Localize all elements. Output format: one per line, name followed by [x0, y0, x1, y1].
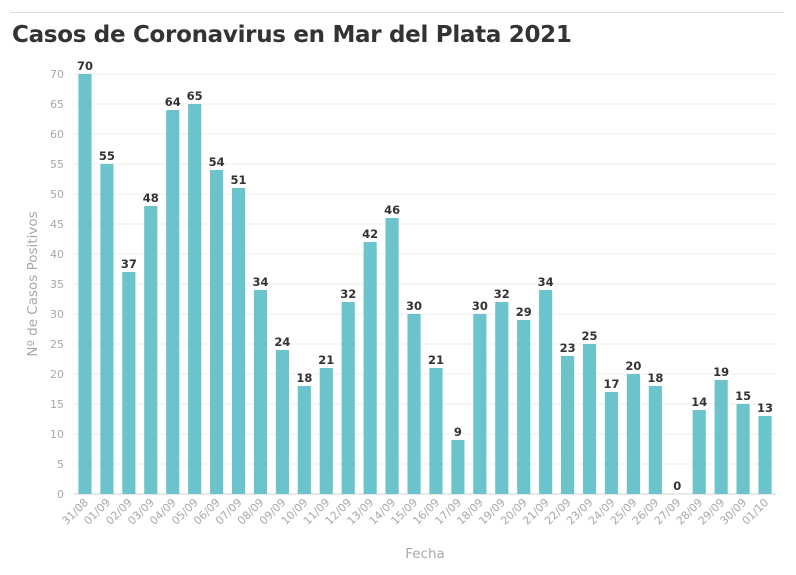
data-label: 18 [296, 371, 312, 385]
y-tick-label: 50 [50, 188, 64, 201]
data-label: 24 [274, 335, 290, 349]
bar [714, 380, 728, 494]
y-tick-label: 55 [50, 158, 64, 171]
data-label: 32 [494, 287, 510, 301]
data-label: 21 [428, 353, 444, 367]
bar [407, 314, 421, 494]
bar [341, 302, 355, 494]
bar [275, 350, 289, 494]
bar [188, 104, 202, 494]
data-label: 70 [77, 59, 93, 73]
data-label: 13 [757, 401, 773, 415]
bar [758, 416, 772, 494]
x-axis-ticks: 31/0801/0902/0903/0904/0905/0906/0907/09… [59, 496, 771, 528]
bar [253, 290, 268, 494]
data-label: 15 [735, 389, 751, 403]
bar [210, 170, 224, 494]
y-tick-label: 10 [50, 428, 64, 441]
bar [122, 272, 136, 494]
bar [736, 404, 750, 494]
bar [451, 440, 465, 494]
bar [473, 314, 487, 494]
data-label: 37 [121, 257, 137, 271]
bar [429, 368, 443, 494]
data-label: 30 [406, 299, 422, 313]
data-label: 51 [231, 173, 247, 187]
data-label: 32 [340, 287, 356, 301]
bar [539, 290, 553, 494]
bar [604, 392, 619, 494]
bar [692, 410, 706, 494]
data-label: 20 [625, 359, 641, 373]
y-tick-label: 40 [50, 248, 64, 261]
bar [495, 302, 509, 494]
y-tick-label: 25 [50, 338, 64, 351]
bar [100, 164, 114, 494]
top-divider [10, 12, 784, 13]
bar [231, 188, 246, 494]
bar [385, 218, 399, 494]
y-axis-title: Nº de Casos Positivos [25, 211, 41, 356]
data-label: 14 [691, 395, 707, 409]
y-tick-label: 45 [50, 218, 64, 231]
data-label: 48 [143, 191, 159, 205]
data-label: 64 [165, 95, 181, 109]
data-label: 18 [647, 371, 663, 385]
data-label: 30 [472, 299, 488, 313]
y-axis-ticks: 0 5 10 15 20 25 30 35 40 45 50 55 60 65 70 [50, 68, 64, 501]
data-label: 0 [673, 479, 681, 493]
data-labels: 70 55 37 48 64 65 54 51 34 24 18 21 32 42 46 30 21 9 30 32 2… [77, 59, 773, 493]
data-label: 9 [454, 425, 462, 439]
data-label: 54 [209, 155, 225, 169]
bar [517, 320, 531, 494]
bar [363, 242, 377, 494]
data-label: 46 [384, 203, 400, 217]
bar [166, 110, 180, 494]
data-label: 23 [560, 341, 576, 355]
data-label: 34 [252, 275, 268, 289]
y-tick-label: 15 [50, 398, 64, 411]
data-label: 42 [362, 227, 378, 241]
data-label: 21 [318, 353, 334, 367]
x-axis-title: Fecha [405, 546, 445, 562]
data-label: 25 [582, 329, 598, 343]
bar [297, 386, 311, 494]
data-label: 19 [713, 365, 729, 379]
y-tick-label: 60 [50, 128, 64, 141]
bar [648, 386, 662, 494]
y-tick-label: 0 [57, 488, 64, 501]
data-label: 17 [603, 377, 619, 391]
y-tick-label: 30 [50, 308, 64, 321]
bar [319, 368, 333, 494]
bars [78, 74, 772, 494]
y-tick-label: 70 [50, 68, 64, 81]
bar [582, 344, 597, 494]
y-tick-label: 65 [50, 98, 64, 111]
y-tick-label: 35 [50, 278, 64, 291]
data-label: 34 [538, 275, 554, 289]
chart-title: Casos de Coronavirus en Mar del Plata 20… [12, 22, 572, 48]
bar [626, 374, 640, 494]
data-label: 65 [187, 89, 203, 103]
bar [78, 74, 92, 494]
data-label: 29 [516, 305, 532, 319]
y-tick-label: 20 [50, 368, 64, 381]
y-tick-label: 5 [57, 458, 64, 471]
bar [561, 356, 575, 494]
bar [144, 206, 158, 494]
data-label: 55 [99, 149, 115, 163]
